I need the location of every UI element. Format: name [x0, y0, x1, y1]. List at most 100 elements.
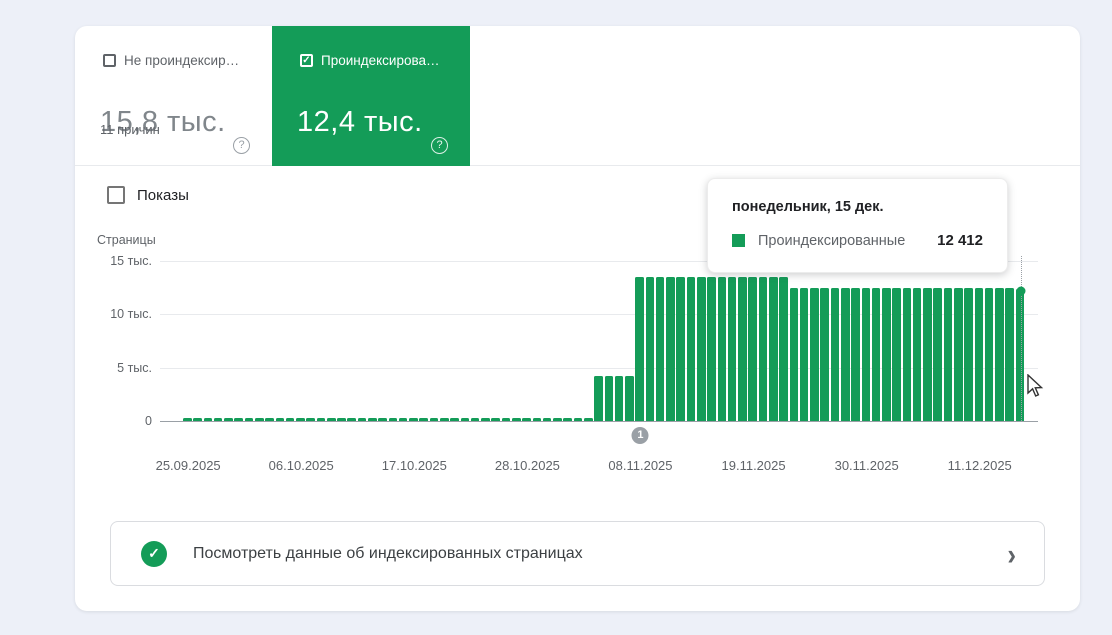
bar[interactable]	[491, 417, 500, 421]
bar[interactable]	[573, 417, 583, 421]
bar[interactable]	[625, 376, 634, 421]
bar[interactable]	[614, 376, 624, 421]
bar[interactable]	[748, 277, 757, 421]
not-indexed-label: Не проиндексир…	[124, 53, 240, 68]
bar[interactable]	[542, 417, 552, 421]
bar[interactable]	[758, 277, 768, 421]
bar[interactable]	[964, 288, 973, 421]
bar[interactable]	[532, 417, 542, 421]
bar[interactable]	[470, 417, 480, 421]
bar[interactable]	[954, 288, 963, 421]
impressions-toggle[interactable]: Показы	[107, 186, 189, 204]
bar[interactable]	[1015, 288, 1025, 421]
bar[interactable]	[768, 277, 778, 421]
bar[interactable]	[707, 277, 716, 421]
bar[interactable]	[203, 417, 213, 421]
bar[interactable]	[244, 417, 254, 421]
bar[interactable]	[460, 417, 470, 421]
bar[interactable]	[357, 417, 367, 421]
metric-card-not-indexed[interactable]: Не проиндексир… 15,8 тыс. 11 причин ?	[75, 26, 272, 166]
impressions-label: Показы	[137, 186, 189, 204]
bar[interactable]	[851, 288, 860, 421]
bar[interactable]	[347, 417, 357, 421]
annotation-marker[interactable]: 1	[631, 427, 649, 444]
bar[interactable]	[882, 288, 891, 421]
bar[interactable]	[861, 288, 871, 421]
bar[interactable]	[738, 277, 747, 421]
bar[interactable]	[193, 417, 202, 421]
bar[interactable]	[553, 417, 562, 421]
bar[interactable]	[388, 417, 398, 421]
bar[interactable]	[666, 277, 675, 421]
bar[interactable]	[799, 288, 809, 421]
bar[interactable]	[306, 417, 315, 421]
tooltip-series-label: Проиндексированные	[758, 232, 906, 249]
bar[interactable]	[727, 277, 737, 421]
bar[interactable]	[943, 288, 953, 421]
bar[interactable]	[511, 417, 521, 421]
bar[interactable]	[1005, 288, 1015, 421]
bar[interactable]	[717, 277, 727, 421]
bar[interactable]	[583, 417, 593, 421]
bar[interactable]	[183, 417, 192, 421]
bar[interactable]	[296, 417, 305, 421]
bar[interactable]	[326, 417, 336, 421]
bar[interactable]	[912, 288, 922, 421]
bar[interactable]	[697, 277, 706, 421]
bar[interactable]	[409, 417, 418, 421]
bar[interactable]	[522, 417, 531, 421]
bar[interactable]	[789, 288, 799, 421]
bar[interactable]	[285, 417, 295, 421]
bar[interactable]	[254, 417, 264, 421]
series-swatch-icon	[732, 234, 745, 247]
impressions-checkbox[interactable]	[107, 186, 125, 204]
not-indexed-checkbox[interactable]	[103, 54, 116, 67]
bar[interactable]	[265, 417, 274, 421]
x-axis-tick: 06.10.2025	[268, 458, 334, 473]
bar[interactable]	[984, 288, 994, 421]
bar[interactable]	[676, 277, 686, 421]
bar[interactable]	[429, 417, 439, 421]
help-icon[interactable]: ?	[233, 137, 250, 154]
bar[interactable]	[686, 277, 696, 421]
bar[interactable]	[902, 288, 912, 421]
bar[interactable]	[830, 288, 840, 421]
bar[interactable]	[655, 277, 665, 421]
bar[interactable]	[563, 417, 572, 421]
bar[interactable]	[892, 288, 901, 421]
bar[interactable]	[871, 288, 881, 421]
bar[interactable]	[275, 417, 285, 421]
bar[interactable]	[840, 288, 850, 421]
help-icon[interactable]: ?	[431, 137, 448, 154]
indexed-checkbox[interactable]: ✓	[300, 54, 313, 67]
bar[interactable]	[481, 417, 490, 421]
bar[interactable]	[224, 417, 233, 421]
bar[interactable]	[398, 417, 408, 421]
bar[interactable]	[645, 277, 655, 421]
bar[interactable]	[810, 288, 819, 421]
bar[interactable]	[419, 417, 429, 421]
bar[interactable]	[594, 376, 603, 421]
bar[interactable]	[316, 417, 326, 421]
y-axis-tick: 5 тыс.	[117, 360, 152, 375]
bar[interactable]	[974, 288, 984, 421]
bar[interactable]	[995, 288, 1004, 421]
bar[interactable]	[450, 417, 459, 421]
bar[interactable]	[337, 417, 346, 421]
metric-card-indexed[interactable]: ✓ Проиндексирова… 12,4 тыс. ?	[272, 26, 470, 166]
bar[interactable]	[440, 417, 449, 421]
view-indexed-pages-link[interactable]: ✓ Посмотреть данные об индексированных с…	[110, 521, 1045, 586]
bar[interactable]	[933, 288, 943, 421]
bar[interactable]	[923, 288, 932, 421]
bar[interactable]	[368, 417, 377, 421]
bar[interactable]	[378, 417, 387, 421]
bar[interactable]	[213, 417, 223, 421]
bar[interactable]	[501, 417, 511, 421]
x-axis-tick: 11.12.2025	[947, 458, 1012, 473]
bar[interactable]	[820, 288, 829, 421]
tooltip-date: понедельник, 15 дек.	[732, 199, 884, 215]
bar[interactable]	[604, 376, 614, 421]
bar[interactable]	[779, 277, 788, 421]
bar[interactable]	[635, 277, 644, 421]
bar[interactable]	[234, 417, 243, 421]
